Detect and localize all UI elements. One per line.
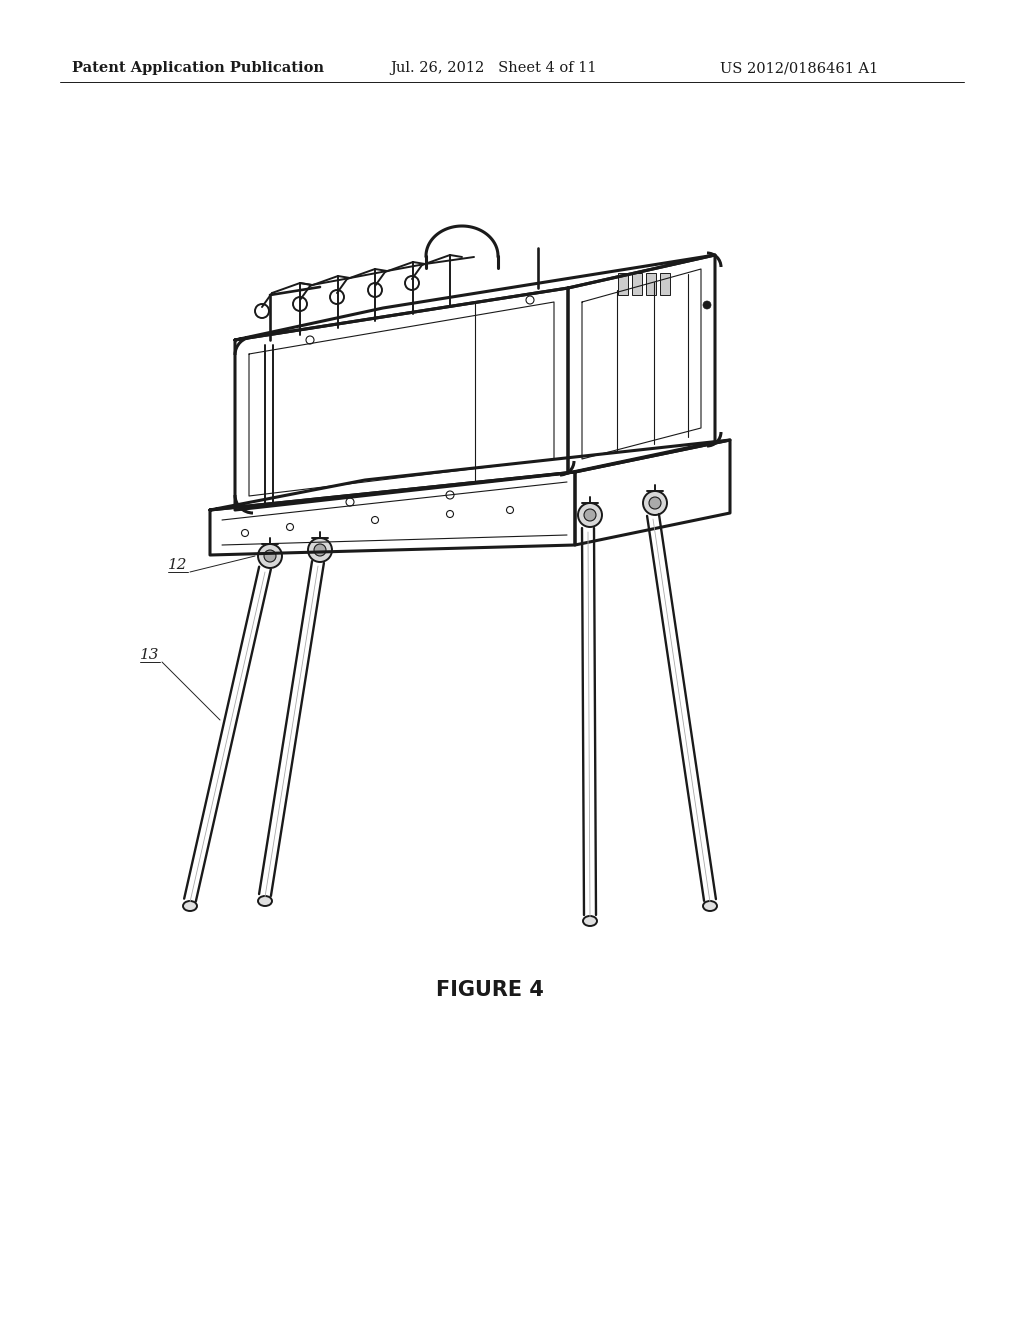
Circle shape bbox=[308, 539, 332, 562]
Circle shape bbox=[507, 507, 513, 513]
Circle shape bbox=[330, 290, 344, 304]
Circle shape bbox=[526, 296, 534, 304]
Circle shape bbox=[372, 516, 379, 524]
FancyBboxPatch shape bbox=[618, 273, 628, 294]
Circle shape bbox=[255, 304, 269, 318]
Ellipse shape bbox=[703, 902, 717, 911]
Text: 12: 12 bbox=[168, 558, 187, 572]
Circle shape bbox=[446, 491, 454, 499]
Circle shape bbox=[293, 297, 307, 312]
FancyBboxPatch shape bbox=[660, 273, 670, 294]
Text: FIGURE 4: FIGURE 4 bbox=[436, 979, 544, 1001]
Circle shape bbox=[406, 276, 419, 290]
Circle shape bbox=[584, 510, 596, 521]
FancyBboxPatch shape bbox=[646, 273, 656, 294]
Circle shape bbox=[703, 301, 711, 309]
Circle shape bbox=[287, 524, 294, 531]
Text: 13: 13 bbox=[140, 648, 160, 663]
Circle shape bbox=[578, 503, 602, 527]
Text: US 2012/0186461 A1: US 2012/0186461 A1 bbox=[720, 61, 879, 75]
Text: Jul. 26, 2012   Sheet 4 of 11: Jul. 26, 2012 Sheet 4 of 11 bbox=[390, 61, 597, 75]
Circle shape bbox=[446, 511, 454, 517]
Circle shape bbox=[643, 491, 667, 515]
Circle shape bbox=[258, 544, 282, 568]
Ellipse shape bbox=[183, 902, 197, 911]
Circle shape bbox=[242, 529, 249, 536]
Circle shape bbox=[368, 282, 382, 297]
Ellipse shape bbox=[258, 896, 272, 906]
Circle shape bbox=[306, 337, 314, 345]
Circle shape bbox=[314, 544, 326, 556]
Circle shape bbox=[346, 498, 354, 506]
Text: Patent Application Publication: Patent Application Publication bbox=[72, 61, 324, 75]
Circle shape bbox=[264, 550, 276, 562]
Ellipse shape bbox=[583, 916, 597, 927]
FancyBboxPatch shape bbox=[632, 273, 642, 294]
Circle shape bbox=[649, 498, 662, 510]
